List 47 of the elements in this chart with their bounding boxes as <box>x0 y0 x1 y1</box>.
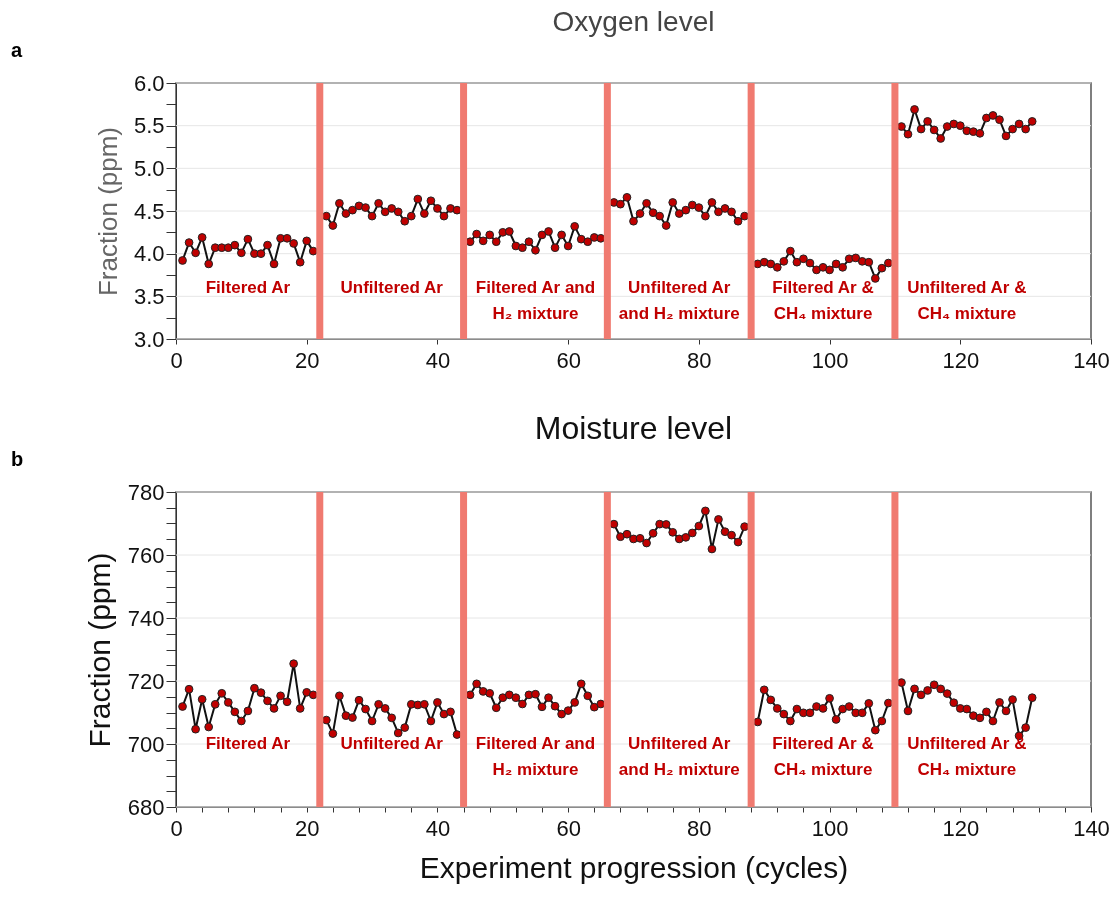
y-tick-label: 780 <box>127 479 165 505</box>
x-tick-label: 80 <box>687 815 712 841</box>
chart-title: Oxygen level <box>552 6 715 37</box>
x-tick-label: 40 <box>425 347 451 373</box>
annotation: Filtered Ar & CH₄ mixture <box>772 734 874 779</box>
x-tick-label: 20 <box>294 815 320 841</box>
x-tick-label: 140 <box>1073 347 1110 373</box>
text: b <box>11 448 24 470</box>
y-axis-title: Fraction (ppm) <box>92 126 123 297</box>
x-tick-label: 120 <box>942 347 980 373</box>
annotation: Filtered Ar <box>205 277 291 297</box>
y-tick-label: 5.0 <box>133 155 165 181</box>
annotation: Filtered Ar and H₂ mixture <box>475 734 596 779</box>
y-tick-label: 4.0 <box>133 241 165 267</box>
annotation: Unfiltered Ar and H₂ mixture <box>618 734 740 779</box>
y-tick-label: 740 <box>127 605 165 631</box>
x-tick-label: 0 <box>170 815 183 841</box>
y-tick-label: 5.5 <box>133 113 165 139</box>
x-axis-title: Experiment progression (cycles) <box>419 850 849 884</box>
text: a <box>11 39 23 61</box>
annotation: Filtered Ar & CH₄ mixture <box>772 277 874 323</box>
annotation: Unfiltered Ar <box>340 277 444 297</box>
y-tick-label: 6.0 <box>133 70 165 96</box>
y-tick-label: 680 <box>127 794 165 820</box>
x-tick-label: 100 <box>811 347 849 373</box>
y-tick-label: 3.5 <box>133 283 165 309</box>
annotation: Unfiltered Ar & CH₄ mixture <box>907 277 1027 323</box>
x-tick-label: 80 <box>687 347 712 373</box>
y-tick-label: 4.5 <box>133 198 165 224</box>
y-tick-label: 720 <box>127 668 165 694</box>
annotation: Filtered Ar and H₂ mixture <box>475 277 596 323</box>
x-tick-label: 0 <box>170 347 183 373</box>
annotation: Unfiltered Ar and H₂ mixture <box>618 277 740 323</box>
annotation: Filtered Ar <box>205 734 291 753</box>
x-tick-label: 40 <box>425 815 451 841</box>
y-tick-label: 3.0 <box>133 326 165 352</box>
y-tick-label: 700 <box>127 731 165 757</box>
y-tick-label: 760 <box>127 542 165 568</box>
x-tick-label: 60 <box>556 347 581 373</box>
y-axis-title: Fraction (ppm) <box>82 552 116 748</box>
x-tick-label: 120 <box>942 815 980 841</box>
x-tick-label: 60 <box>556 815 581 841</box>
x-tick-label: 100 <box>811 815 849 841</box>
x-tick-label: 20 <box>294 347 320 373</box>
annotation: Unfiltered Ar <box>340 734 444 753</box>
chart-title: Moisture level <box>534 410 733 446</box>
x-tick-label: 140 <box>1073 815 1110 841</box>
